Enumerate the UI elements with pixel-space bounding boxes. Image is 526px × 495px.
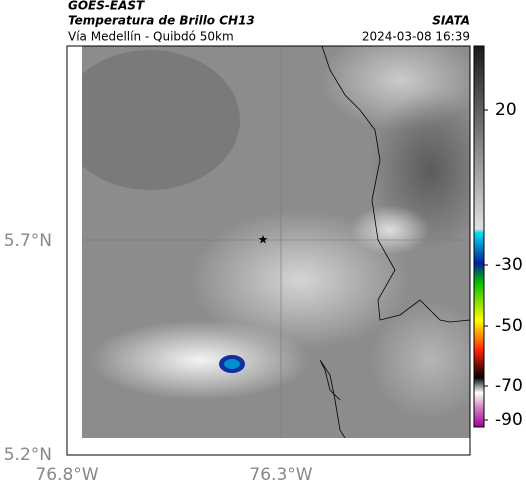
colorbar-label: -70: [495, 376, 523, 396]
colorbar: [473, 45, 485, 428]
satellite-image: [82, 46, 470, 438]
lat-label: 5.7°N: [4, 231, 52, 251]
timestamp: 2024-03-08 16:39: [362, 30, 470, 44]
source: SIATA: [432, 14, 470, 28]
colorbar-label: 20: [495, 100, 517, 120]
route: Vía Medellín - Quibdó 50km: [68, 30, 234, 44]
lon-label: 76.8°W: [35, 465, 98, 485]
colorbar-label: -50: [495, 316, 523, 336]
map-frame: [66, 45, 471, 456]
satellite: GOES-EAST: [68, 0, 145, 13]
product: Temperatura de Brillo CH13: [68, 14, 255, 28]
lon-label: 76.3°W: [249, 465, 312, 485]
colorbar-label: -30: [495, 255, 523, 275]
location-star: ★: [258, 233, 269, 247]
lat-label: 5.2°N: [4, 445, 52, 465]
colorbar-label: -90: [495, 410, 523, 430]
